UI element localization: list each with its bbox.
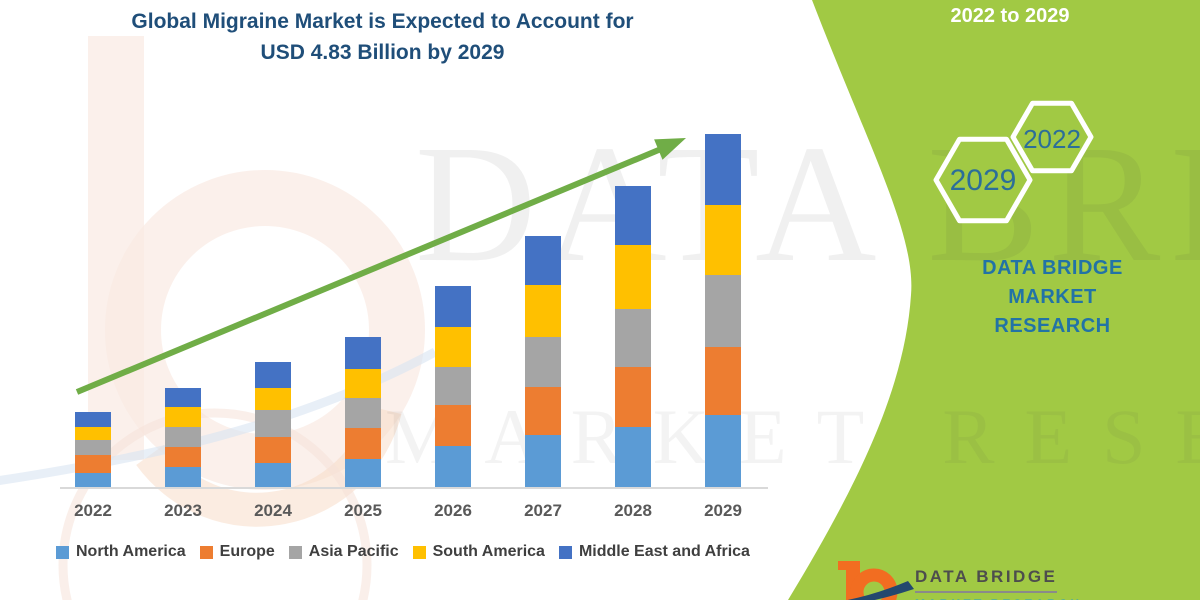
legend-label: Middle East and Africa	[578, 543, 750, 560]
hexagon-2022	[1010, 100, 1094, 174]
company-name: DATA BRIDGE MARKET RESEARCH	[935, 254, 1170, 341]
bar-segment-2024-south-america	[255, 387, 291, 411]
trend-arrow-head	[654, 138, 686, 160]
bar-segment-2026-middle-east-and-africa	[435, 285, 471, 328]
bar-segment-2027-north-america	[525, 435, 561, 487]
chart-legend: North America Europe Asia Pacific South Ame…	[56, 543, 750, 561]
legend-item-north-america: North America	[56, 543, 186, 561]
bar-segment-2028-north-america	[615, 427, 651, 487]
chart-title-line1: Global Migraine Market is Expected to Ac…	[131, 10, 634, 33]
bar-segment-2022-middle-east-and-africa	[75, 411, 111, 428]
company-name-line1: DATA BRIDGE MARKET	[982, 257, 1123, 308]
footer-brand-text: DATA BRIDGE	[915, 567, 1058, 593]
bar-segment-2025-north-america	[345, 459, 381, 487]
hexagon-2029-label: 2029	[949, 164, 1017, 197]
bar-segment-2026-asia-pacific	[435, 366, 471, 406]
legend-label: Europe	[219, 543, 275, 560]
bar-segment-2022-north-america	[75, 473, 111, 487]
bar-segment-2029-north-america	[705, 415, 741, 487]
legend-swatch	[56, 545, 69, 559]
legend-swatch	[199, 545, 213, 559]
bar-segment-2024-europe	[255, 436, 291, 463]
bar-segment-2022-europe	[75, 454, 111, 474]
watermark-circle-arc	[58, 408, 372, 600]
legend-swatch	[558, 545, 572, 559]
trend-arrow-shaft	[75, 146, 663, 395]
bar-segment-2024-asia-pacific	[255, 410, 291, 437]
legend-label: Asia Pacific	[308, 543, 399, 560]
x-axis-line	[60, 487, 768, 489]
bar-segment-2025-asia-pacific	[345, 397, 381, 428]
bar-segment-2026-europe	[435, 405, 471, 447]
bar-segment-2027-europe	[525, 386, 561, 436]
company-name-line2: RESEARCH	[994, 315, 1111, 337]
bar-segment-2023-south-america	[165, 407, 201, 428]
legend-swatch	[288, 545, 302, 559]
legend-label: South America	[432, 543, 545, 560]
bar-segment-2027-south-america	[525, 284, 561, 337]
footer-logo-swoosh	[847, 581, 914, 600]
bar-segment-2023-north-america	[165, 467, 201, 487]
bar-segment-2022-south-america	[75, 427, 111, 441]
x-axis-label-2025: 2025	[344, 501, 382, 520]
bar-segment-2023-middle-east-and-africa	[165, 388, 201, 408]
bar-segment-2024-middle-east-and-africa	[255, 362, 291, 388]
legend-label: North America	[76, 543, 186, 560]
x-axis-label-2026: 2026	[434, 501, 472, 520]
hexagon-2029	[933, 136, 1033, 224]
bar-segment-2025-europe	[345, 427, 381, 460]
bar-segment-2024-north-america	[255, 462, 291, 487]
bar-segment-2022-asia-pacific	[75, 440, 111, 455]
bar-segment-2029-asia-pacific	[705, 275, 741, 347]
bar-segment-2029-middle-east-and-africa	[705, 134, 741, 206]
bar-segment-2023-asia-pacific	[165, 427, 201, 447]
bar-segment-2023-europe	[165, 446, 201, 468]
bar-segment-2028-europe	[615, 367, 651, 428]
bar-segment-2025-middle-east-and-africa	[345, 336, 381, 370]
x-axis-label-2023: 2023	[164, 501, 202, 520]
x-axis-label-2029: 2029	[704, 501, 742, 520]
hexagon-2022-label: 2022	[1023, 124, 1081, 154]
chart-title: Global Migraine Market is Expected to Ac…	[75, 6, 690, 68]
bar-segment-2026-north-america	[435, 446, 471, 487]
green-panel-shape	[788, 0, 1200, 600]
bar-segment-2025-south-america	[345, 369, 381, 398]
footer-brand-subtext: MARKET RESEARCH	[915, 597, 1082, 600]
footer-logo-b-hook	[838, 561, 854, 570]
legend-item-middle-east-and-africa: Middle East and Africa	[558, 543, 750, 561]
legend-item-asia-pacific: Asia Pacific	[288, 543, 399, 561]
bar-segment-2027-middle-east-and-africa	[525, 235, 561, 285]
chart-title-line2: USD 4.83 Billion by 2029	[260, 41, 505, 64]
legend-item-europe: Europe	[199, 543, 275, 561]
bar-segment-2028-south-america	[615, 244, 651, 309]
legend-item-south-america: South America	[412, 543, 545, 561]
bar-segment-2029-europe	[705, 346, 741, 416]
x-axis-label-2028: 2028	[614, 501, 652, 520]
bar-segment-2027-asia-pacific	[525, 336, 561, 387]
bar-segment-2029-south-america	[705, 205, 741, 276]
bar-segment-2026-south-america	[435, 327, 471, 367]
bar-segment-2028-middle-east-and-africa	[615, 186, 651, 245]
legend-swatch	[412, 545, 426, 559]
x-axis-label-2024: 2024	[254, 501, 292, 520]
forecast-period-label: 2022 to 2029	[950, 5, 1070, 27]
bar-segment-2028-asia-pacific	[615, 308, 651, 368]
x-axis-label-2027: 2027	[524, 501, 562, 520]
x-axis-label-2022: 2022	[74, 501, 112, 520]
